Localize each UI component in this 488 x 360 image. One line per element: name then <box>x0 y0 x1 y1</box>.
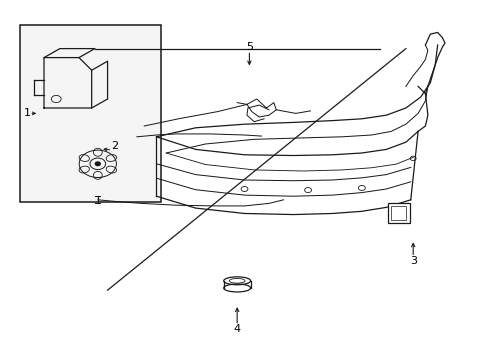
Text: 1: 1 <box>23 108 30 118</box>
Text: 5: 5 <box>245 42 252 52</box>
Bar <box>20 25 161 202</box>
Circle shape <box>95 162 100 166</box>
Text: 2: 2 <box>111 141 118 151</box>
Bar <box>390 206 405 220</box>
Text: 3: 3 <box>409 256 416 266</box>
Bar <box>386 203 409 223</box>
Text: 4: 4 <box>233 324 240 334</box>
